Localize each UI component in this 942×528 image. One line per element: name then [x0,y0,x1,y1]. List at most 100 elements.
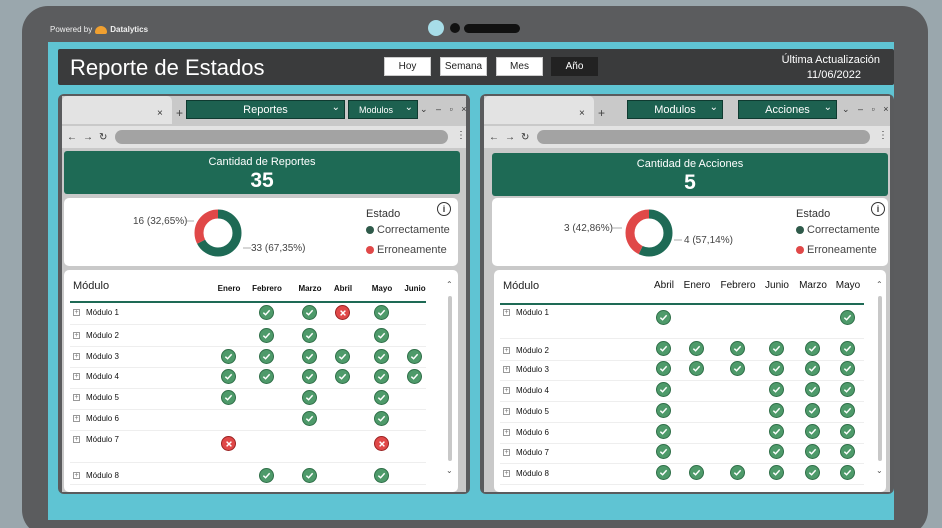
check-circle-icon [805,403,820,418]
donut-error-label: 16 (32,65%) [133,216,188,227]
check-circle-icon [302,369,317,384]
column-header-enero: Enero [217,284,241,293]
row-divider [500,360,864,361]
expand-icon[interactable]: + [73,472,80,479]
expand-icon[interactable]: + [503,429,510,436]
row-divider [70,388,426,389]
expand-icon[interactable]: + [503,470,510,477]
acciones-dropdown[interactable]: Acciones ⌄ [738,100,837,119]
reportes-dropdown[interactable]: Reportes ⌄ [186,100,345,119]
back-icon[interactable]: ← [489,132,499,143]
table-row-label: + Módulo 4 [73,372,119,381]
row-divider [70,367,426,368]
row-divider [70,462,426,463]
expand-icon[interactable]: + [503,449,510,456]
expand-icon[interactable]: + [73,332,80,339]
donut-slice-error [625,209,673,257]
table-row-label: + Módulo 4 [503,386,549,395]
expand-icon[interactable]: + [73,436,80,443]
check-circle-icon [259,349,274,364]
row-module-name: Módulo 8 [86,471,119,480]
check-circle-icon [302,328,317,343]
row-divider [70,346,426,347]
browser-tab[interactable] [484,96,594,124]
reload-icon[interactable]: ↻ [521,132,530,143]
forward-icon[interactable]: → [505,132,515,143]
donut-ok-label: 4 (57,14%) [684,235,733,246]
period-button-mes[interactable]: Mes [496,57,543,76]
check-circle-icon [302,390,317,405]
forward-icon[interactable]: → [83,132,93,143]
row-module-name: Módulo 4 [516,386,549,395]
check-circle-icon [374,390,389,405]
period-button-hoy[interactable]: Hoy [384,57,431,76]
new-tab-icon[interactable]: + [176,106,184,120]
window-controls[interactable]: ⌄ – ▫ × [420,104,470,114]
expand-icon[interactable]: + [73,373,80,380]
check-circle-icon [840,403,855,418]
expand-icon[interactable]: + [73,309,80,316]
check-circle-icon [689,465,704,480]
legend-ok-dot [366,226,374,234]
check-circle-icon [840,444,855,459]
scrollbar[interactable] [448,296,452,461]
reload-icon[interactable]: ↻ [99,132,108,143]
scrollbar[interactable] [878,296,882,461]
expand-icon[interactable]: + [503,347,510,354]
powered-by: Powered by Datalytics [50,25,149,34]
expand-icon[interactable]: + [503,408,510,415]
row-module-name: Módulo 1 [86,308,119,317]
row-module-name: Módulo 4 [86,372,119,381]
expand-icon[interactable]: + [503,309,510,316]
check-circle-icon [374,411,389,426]
check-circle-icon [656,361,671,376]
window-controls[interactable]: ⌄ – ▫ × [842,104,892,114]
table-row-label: + Módulo 5 [73,393,119,402]
info-icon[interactable]: i [871,202,885,216]
info-icon[interactable]: i [437,202,451,216]
new-tab-icon[interactable]: + [598,106,606,120]
check-circle-icon [221,369,236,384]
check-circle-icon [259,369,274,384]
check-circle-icon [656,310,671,325]
scroll-down-icon[interactable]: ⌄ [446,466,453,475]
more-icon[interactable]: ⋮ [878,130,888,141]
expand-icon[interactable]: + [73,415,80,422]
modulos-dropdown[interactable]: Modulos ⌄ [348,100,418,119]
expand-icon[interactable]: + [503,366,510,373]
column-header-febrero: Febrero [252,284,282,293]
check-circle-icon [805,341,820,356]
period-button-ano[interactable]: Año [551,57,598,76]
more-icon[interactable]: ⋮ [456,130,466,141]
check-circle-icon [407,369,422,384]
row-module-name: Módulo 3 [86,352,119,361]
donut-error-label: 3 (42,86%) [564,223,613,234]
kpi-label: Cantidad de Acciones [636,158,744,170]
address-bar[interactable] [115,130,448,144]
row-divider [70,430,426,431]
back-icon[interactable]: ← [67,132,77,143]
address-bar[interactable] [537,130,870,144]
scroll-up-icon[interactable]: ⌃ [446,280,453,289]
table-row-label: + Módulo 2 [503,346,549,355]
row-divider [500,463,864,464]
check-circle-icon [374,305,389,320]
modulos-dropdown[interactable]: Modulos ⌄ [627,100,723,119]
expand-icon[interactable]: + [73,353,80,360]
period-button-semana[interactable]: Semana [440,57,487,76]
check-circle-icon [374,328,389,343]
table-row-label: + Módulo 8 [503,469,549,478]
check-circle-icon [769,341,784,356]
row-divider [500,422,864,423]
tab-close-icon[interactable]: × [579,108,585,119]
expand-icon[interactable]: + [73,394,80,401]
browser-tab[interactable] [62,96,172,124]
row-module-name: Módulo 5 [86,393,119,402]
column-header-febrero: Febrero [720,280,756,291]
donut-leader-lines [612,227,682,241]
tab-close-icon[interactable]: × [157,108,163,119]
scroll-down-icon[interactable]: ⌄ [876,466,883,475]
expand-icon[interactable]: + [503,387,510,394]
row-module-name: Módulo 8 [516,469,549,478]
scroll-up-icon[interactable]: ⌃ [876,280,883,289]
